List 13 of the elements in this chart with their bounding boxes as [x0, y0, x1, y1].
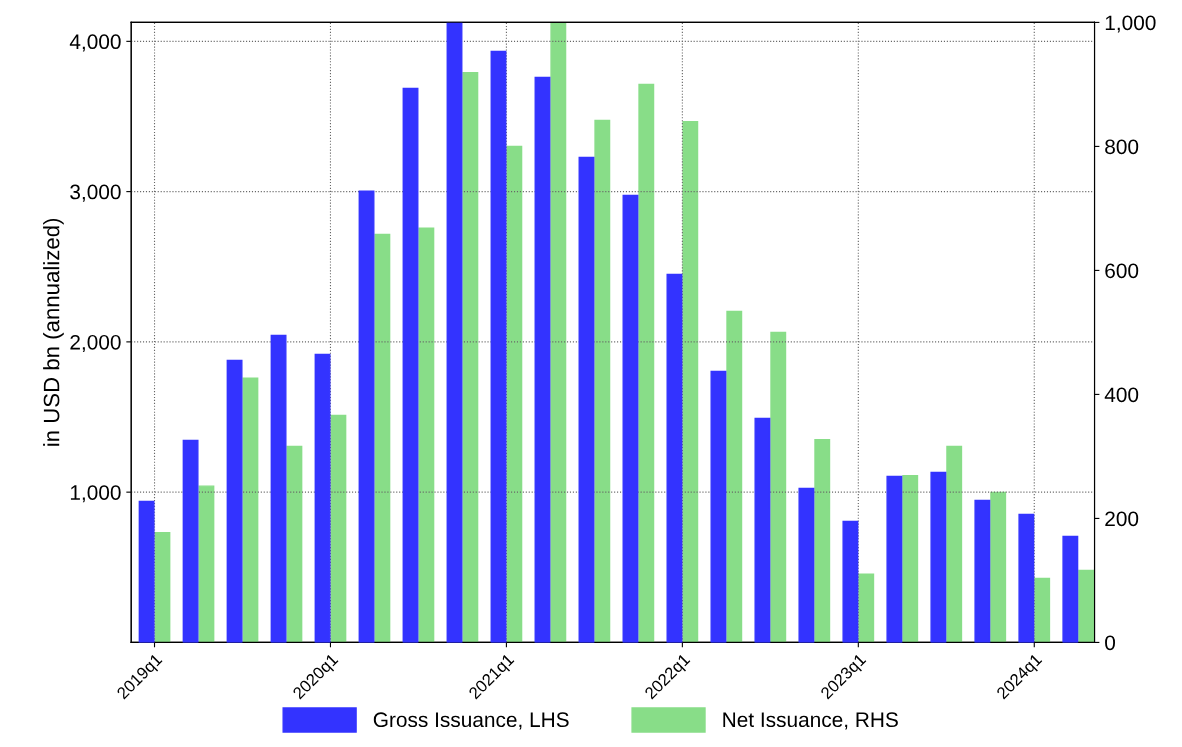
y2-tick-label: 400 [1104, 387, 1139, 403]
y-tick-label: 4,000 [69, 34, 121, 52]
y-axis-title: in USD bn (annualized) [43, 218, 64, 446]
y-tick-label: 2,000 [70, 334, 121, 353]
y2-tick-label: 200 [1105, 511, 1139, 527]
y2-tick-label: 600 [1105, 263, 1139, 279]
legend-label: Gross Issuance, LHS [373, 712, 569, 730]
y-tick-label: 1,000 [70, 485, 121, 503]
legend-label: Net Issuance, RHS [723, 712, 898, 730]
y-tick-label: 3,000 [70, 184, 121, 202]
y2-tick-label: 800 [1105, 139, 1139, 155]
y2-tick-label: 1,000 [1105, 15, 1156, 33]
y2-tick-label: 0 [1105, 635, 1116, 651]
